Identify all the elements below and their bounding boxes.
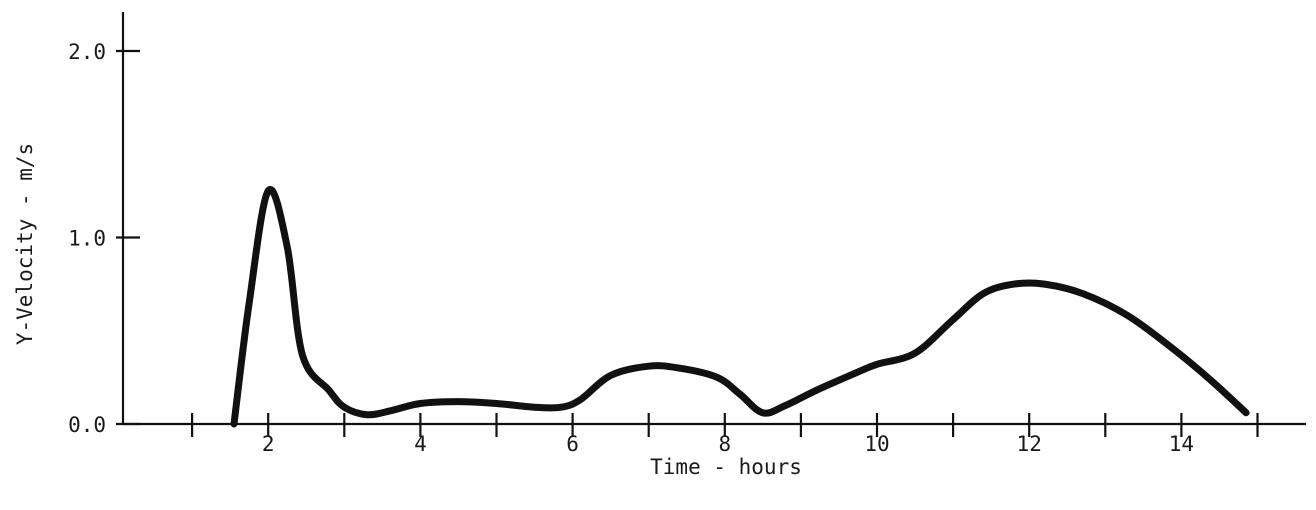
- y-tick-label: 2.0: [68, 40, 106, 64]
- y-tick-label: 1.0: [68, 227, 106, 251]
- x-tick-label: 6: [566, 432, 579, 456]
- x-ticks: [191, 413, 1259, 437]
- x-tick-label: 4: [414, 432, 427, 456]
- y-tick-labels: 0.0 1.0 2.0: [68, 40, 106, 437]
- x-tick-label: 10: [864, 432, 889, 456]
- x-tick-labels: 2 4 6 8 10 12 14: [262, 432, 1194, 456]
- x-tick-label: 2: [262, 432, 275, 456]
- series-group: [230, 185, 1250, 428]
- y-ticks: [116, 49, 140, 426]
- x-tick-label: 8: [718, 432, 731, 456]
- series-line: [230, 185, 1250, 428]
- x-tick-label: 14: [1169, 432, 1194, 456]
- y-axis-title: Y-Velocity - m/s: [13, 143, 37, 345]
- x-tick-label: 12: [1017, 432, 1042, 456]
- y-tick-label: 0.0: [68, 413, 106, 437]
- axes: [121, 12, 1306, 426]
- x-axis-title: Time - hours: [650, 455, 802, 479]
